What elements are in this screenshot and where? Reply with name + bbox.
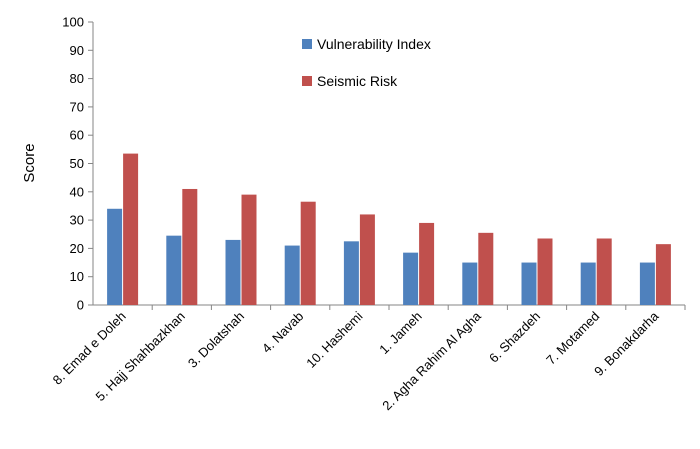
legend-label-seismic: Seismic Risk bbox=[317, 73, 398, 89]
seismic-risk-bar bbox=[478, 232, 494, 305]
seismic-risk-bar bbox=[300, 201, 316, 305]
y-tick-label: 60 bbox=[70, 128, 84, 143]
seismic-risk-bar bbox=[537, 238, 553, 305]
seismic-risk-bar bbox=[123, 153, 139, 305]
y-tick-label: 40 bbox=[70, 184, 84, 199]
y-tick-label: 70 bbox=[70, 99, 84, 114]
vulnerability-index-bar bbox=[343, 241, 359, 305]
seismic-risk-bar bbox=[241, 194, 257, 305]
category-label: 3. Dolatshah bbox=[185, 309, 247, 371]
vulnerability-index-bar bbox=[166, 235, 182, 305]
seismic-risk-bar bbox=[182, 188, 198, 305]
vulnerability-index-bar bbox=[403, 252, 419, 305]
y-tick-label: 20 bbox=[70, 241, 84, 256]
vulnerability-index-bar bbox=[107, 208, 123, 305]
legend-swatch-vulnerability bbox=[302, 39, 312, 49]
category-label: 1. Jameh bbox=[376, 309, 424, 357]
vulnerability-index-bar bbox=[639, 262, 655, 305]
category-label: 6. Shazdeh bbox=[486, 309, 543, 366]
seismic-risk-bar bbox=[655, 244, 671, 305]
seismic-risk-bar bbox=[596, 238, 612, 305]
y-tick-label: 80 bbox=[70, 71, 84, 86]
vulnerability-index-bar bbox=[284, 245, 300, 305]
vulnerability-index-bar bbox=[521, 262, 537, 305]
y-tick-label: 0 bbox=[77, 298, 84, 313]
y-tick-label: 100 bbox=[62, 15, 84, 30]
seismic-risk-bar bbox=[359, 214, 375, 305]
legend-label-vulnerability: Vulnerability Index bbox=[317, 36, 431, 52]
x-axis bbox=[93, 304, 686, 310]
y-axis: 0 10 20 30 40 50 60 70 80 90 100 bbox=[62, 15, 94, 313]
seismic-risk-bar bbox=[419, 222, 435, 305]
y-tick-label: 90 bbox=[70, 43, 84, 58]
category-label: 4. Navab bbox=[259, 309, 306, 356]
legend: Vulnerability Index Seismic Risk bbox=[302, 36, 431, 89]
category-label: 10. Hashemi bbox=[303, 308, 365, 370]
vulnerability-index-bar bbox=[580, 262, 596, 305]
y-axis-title: Score bbox=[21, 143, 38, 182]
y-tick-label: 30 bbox=[70, 213, 84, 228]
category-label: 2. Agha Rahim Al Agha bbox=[379, 308, 484, 413]
vulnerability-index-bar bbox=[462, 262, 478, 305]
category-label: 7. Motamed bbox=[543, 309, 602, 368]
y-tick-label: 50 bbox=[70, 156, 84, 171]
vulnerability-index-bar bbox=[225, 239, 241, 305]
y-tick-label: 10 bbox=[70, 269, 84, 284]
bars bbox=[107, 153, 671, 305]
legend-swatch-seismic bbox=[302, 76, 312, 86]
